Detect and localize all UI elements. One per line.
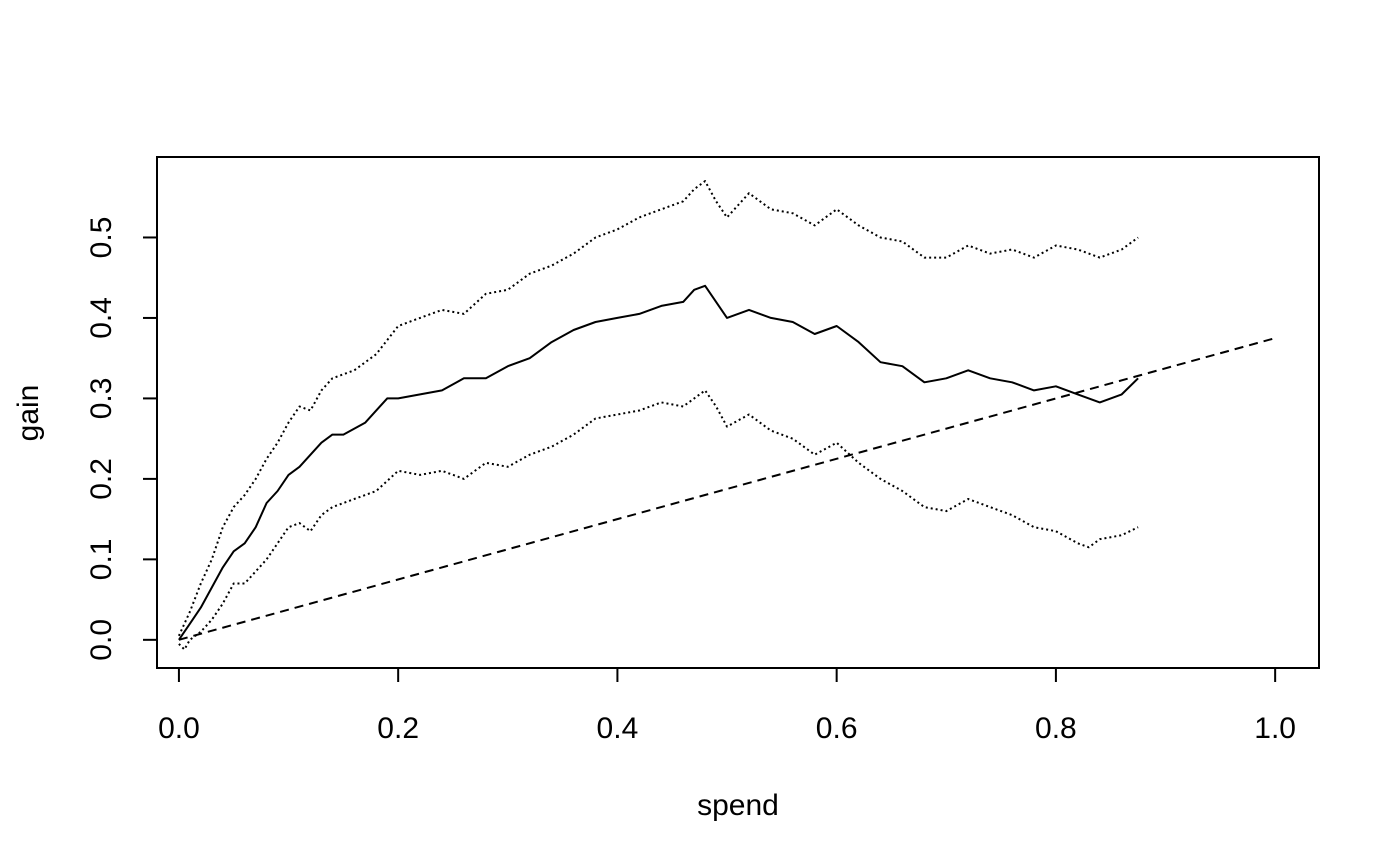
- plot-frame: [156, 156, 1320, 669]
- series-line-1: [178, 284, 1139, 641]
- series-line-3: [178, 389, 1139, 651]
- x-tick-label: 0.0: [158, 712, 200, 745]
- x-tick-label: 0.6: [816, 712, 858, 745]
- y-tick-label: 0.0: [85, 619, 118, 661]
- x-axis: 0.0 0.2 0.4 0.6 0.8 1.0: [158, 667, 1296, 745]
- series-line-4: [178, 337, 1276, 641]
- y-axis: 0.0 0.1 0.2 0.3 0.4 0.5: [85, 217, 158, 661]
- series-layer: [177, 180, 1276, 651]
- x-tick-label: 1.0: [1254, 712, 1296, 745]
- y-tick-label: 0.1: [85, 539, 118, 581]
- y-axis-title: gain: [12, 385, 45, 442]
- x-axis-title: spend: [697, 789, 779, 822]
- y-tick-label: 0.5: [85, 217, 118, 259]
- x-tick-label: 0.8: [1035, 712, 1077, 745]
- y-tick-label: 0.2: [85, 458, 118, 500]
- y-tick-label: 0.3: [85, 378, 118, 420]
- series-line-2: [177, 180, 1139, 637]
- x-tick-label: 0.4: [597, 712, 639, 745]
- y-tick-label: 0.4: [85, 297, 118, 339]
- x-tick-label: 0.2: [377, 712, 419, 745]
